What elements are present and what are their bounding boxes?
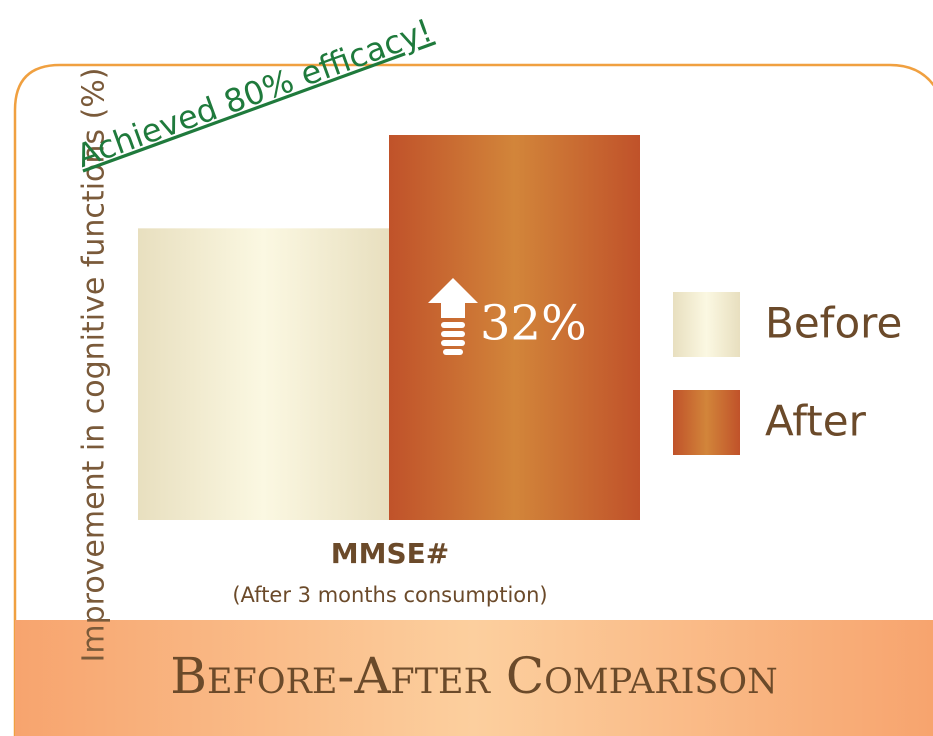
- x-sublabel: (After 3 months consumption): [232, 583, 547, 607]
- annotation: 32%: [480, 296, 587, 352]
- bar: [138, 228, 389, 521]
- annotation: Achieved 80% efficacy!: [71, 11, 437, 175]
- y-axis-label: Improvement in cognitive functions (%): [77, 68, 112, 663]
- legend-label: After: [765, 397, 867, 446]
- x-tick-label: MMSE#: [331, 537, 449, 570]
- legend-swatch: [673, 292, 740, 357]
- legend-label: Before: [765, 299, 902, 348]
- legend-swatch: [673, 390, 740, 455]
- chart-title: Before-After Comparison: [170, 647, 777, 705]
- frame: [13, 63, 933, 736]
- arrow-icon: [428, 278, 478, 355]
- bar: [389, 135, 640, 520]
- title-band: [15, 620, 933, 736]
